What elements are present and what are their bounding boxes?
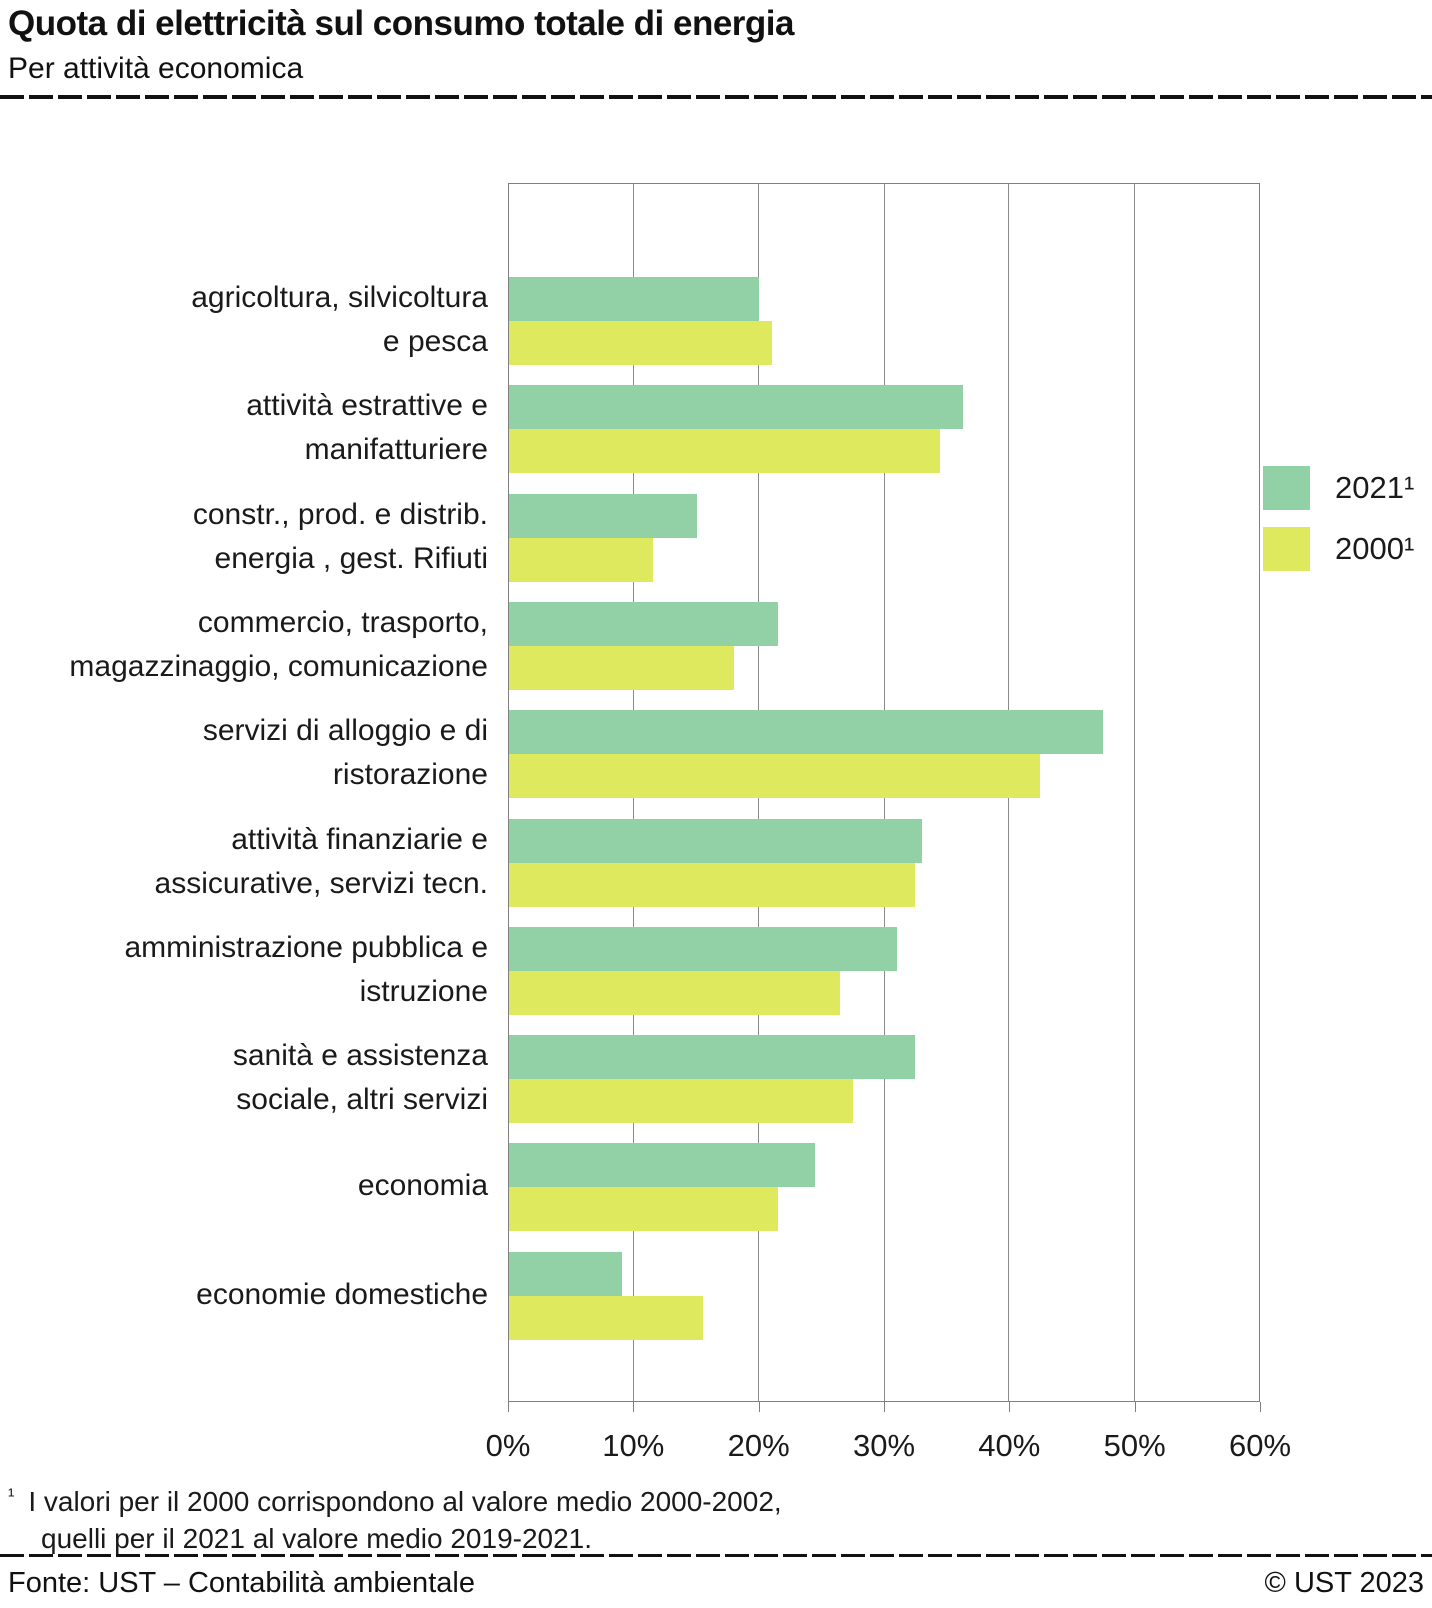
bar-2000-3 [509,645,734,690]
bar-2000-0 [509,321,772,365]
category-label-line: economia [357,1169,488,1203]
footer-divider [0,1554,1432,1557]
category-label-0: agricoltura, silvicoltura e pesca [0,276,488,364]
bar-2021-4 [509,710,1103,755]
bar-2021-0 [509,277,759,321]
bar-2021-3 [509,601,778,646]
bar-2000-5 [509,862,916,907]
category-label-line: economie domestiche [196,1277,488,1311]
bar-2021-9 [509,1251,622,1296]
x-tick-label-50: 50% [1103,1428,1166,1463]
category-label-line: attività estrattive e [246,389,488,423]
x-tick-mark-10 [633,1402,635,1412]
x-tick-label-10: 10% [602,1428,665,1463]
x-tick-label-40: 40% [978,1428,1041,1463]
gridline-50 [1133,184,1135,1401]
category-label-8: economia [0,1164,488,1208]
category-label-line: constr., prod. e distrib. [192,497,488,531]
x-tick-label-20: 20% [727,1428,790,1463]
category-label-line: sociale, altri servizi [236,1083,488,1117]
category-label-line: servizi di alloggio e di [202,714,488,748]
x-tick-mark-0 [508,1402,509,1412]
category-label-line: manifatturiere [304,433,488,467]
footer-source: Fonte: UST – Contabilità ambientale [8,1567,475,1599]
bar-2021-8 [509,1143,816,1188]
bar-2021-1 [509,385,963,430]
bar-2021-2 [509,493,697,538]
x-tick-label-60: 60% [1228,1428,1292,1463]
footnote-line-1: ¹ I valori per il 2000 corrispondono al v… [8,1478,782,1520]
bar-2000-6 [509,970,841,1015]
legend-swatch-2000 [1263,527,1310,571]
bar-2021-7 [509,1035,916,1080]
footnote-line-2: quelli per il 2021 al valore medio 2019-… [41,1523,593,1554]
category-label-line: e pesca [382,325,488,358]
x-tick-mark-20 [758,1402,760,1412]
category-label-line: sanità e assistenza [232,1039,488,1073]
category-label-9: economie domestiche [0,1273,488,1317]
page-subtitle: Per attività economica [8,52,304,85]
footnote: ¹ I valori per il 2000 corrispondono al v… [8,1478,782,1557]
category-label-line: attività finanziarie e [231,822,488,856]
category-label-line: agricoltura, silvicoltura [191,281,488,314]
category-label-line: ristorazione [332,758,488,792]
bar-2000-8 [509,1187,778,1232]
footer-copyright: © UST 2023 [1264,1567,1424,1599]
plot-area [508,183,1260,1402]
category-label-3: commercio, trasporto, magazzinaggio, comu… [0,601,488,689]
x-tick-mark-30 [884,1402,885,1412]
bar-2021-5 [509,818,922,863]
category-label-7: sanità e assistenza sociale, altri serviz… [0,1034,488,1122]
category-label-line: istruzione [359,974,488,1008]
category-label-line: amministrazione pubblica e [124,930,488,964]
x-tick-mark-50 [1134,1402,1136,1412]
bar-2000-2 [509,537,653,582]
footnote-text-1: I valori per il 2000 corrispondono al va… [28,1486,782,1517]
category-label-4: servizi di alloggio e di ristorazione [0,709,488,797]
x-tick-mark-40 [1009,1402,1011,1412]
category-label-line: commercio, trasporto, [197,605,488,639]
category-label-1: attività estrattive e manifatturiere [0,384,488,472]
legend-label-2000: 2000¹ [1335,531,1415,566]
legend-swatch-2021 [1263,466,1310,510]
category-label-line: magazzinaggio, comunicazione [69,649,488,683]
page-title: Quota di elettricità sul consumo totale … [8,4,794,43]
category-label-2: constr., prod. e distrib. energia , gest.… [0,493,488,581]
category-label-line: assicurative, servizi tecn. [154,866,488,900]
legend-item-2021: 2021¹ [1263,466,1414,510]
header-divider [0,95,1432,99]
x-tick-mark-60 [1260,1402,1261,1412]
bar-2000-7 [509,1079,853,1124]
x-tick-label-0: 0% [485,1428,531,1463]
x-tick-label-30: 30% [852,1428,916,1463]
footnote-marker: ¹ [8,1486,15,1507]
bar-2000-9 [509,1295,703,1340]
legend-label-2021: 2021¹ [1335,470,1415,505]
legend-item-2000: 2000¹ [1263,527,1414,571]
category-label-6: amministrazione pubblica e istruzione [0,926,488,1014]
bar-2000-4 [509,754,1041,799]
bar-2021-6 [509,926,897,971]
category-label-5: attività finanziarie e assicurative, serv… [0,818,488,906]
bar-2000-1 [509,429,941,474]
category-label-line: energia , gest. Rifiuti [214,541,488,575]
